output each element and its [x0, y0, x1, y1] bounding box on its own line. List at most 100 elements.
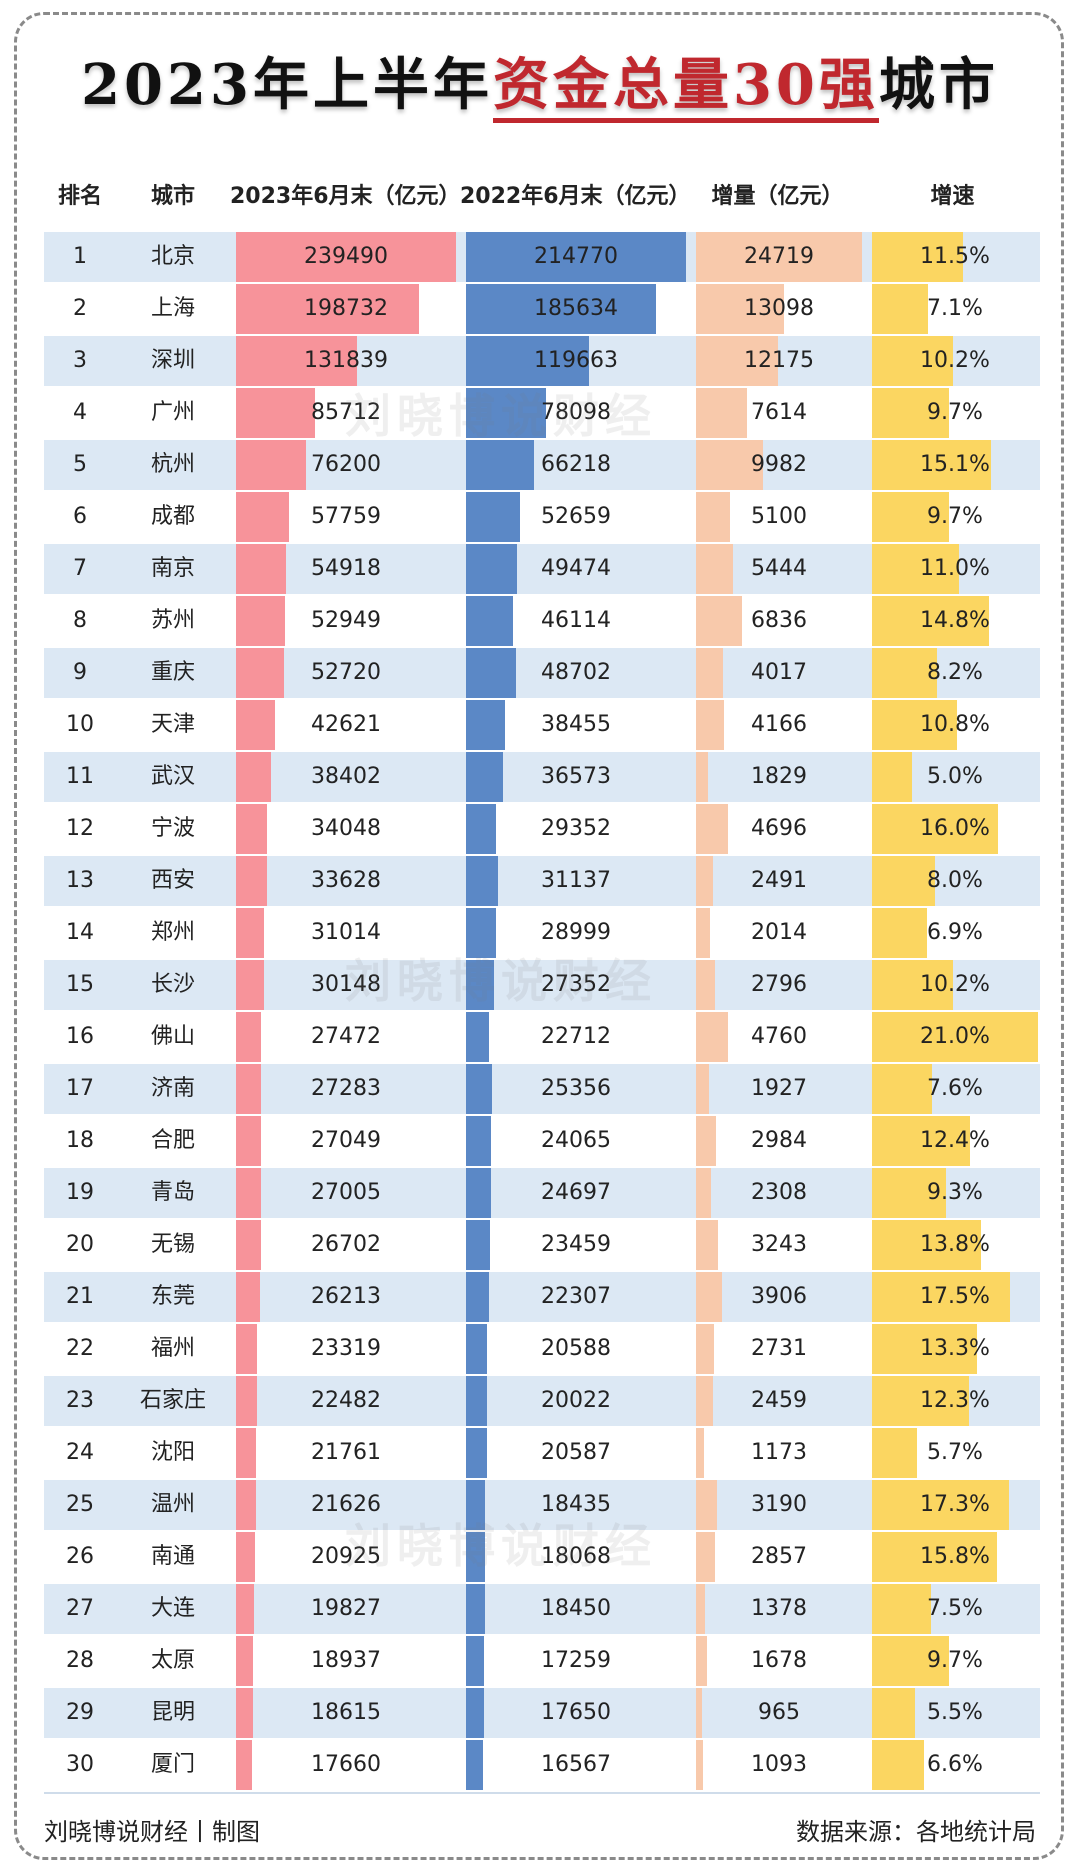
cell-growth: 15.1%: [920, 452, 990, 477]
cell-growth: 15.8%: [920, 1544, 990, 1569]
cell-city: 宁波: [150, 816, 195, 841]
bar-increase: [696, 336, 778, 386]
table-row: 27 大连 19827 18450 1378 7.5%: [0, 1584, 1080, 1634]
bar-2022: [466, 1636, 484, 1686]
bar-increase: [696, 1584, 705, 1634]
cell-rank: 13: [66, 868, 94, 893]
bar-2022: [466, 596, 513, 646]
cell-rank: 18: [66, 1128, 94, 1153]
cell-city: 西安: [150, 868, 195, 893]
cell-2023: 57759: [311, 504, 381, 529]
cell-increase: 4166: [751, 712, 807, 737]
table-row: 1 北京 239490 214770 24719 11.5%: [0, 232, 1080, 282]
bar-2022: [466, 1168, 491, 1218]
cell-2023: 239490: [304, 244, 388, 269]
bar-2023: [236, 648, 284, 698]
cell-2022: 20022: [541, 1388, 611, 1413]
bar-growth: [872, 1428, 917, 1478]
bar-increase: [696, 648, 723, 698]
cell-increase: 12175: [744, 348, 814, 373]
cell-growth: 9.7%: [927, 504, 983, 529]
cell-growth: 12.3%: [920, 1388, 990, 1413]
cell-city: 济南: [150, 1076, 195, 1101]
cell-city: 合肥: [150, 1128, 195, 1153]
cell-2022: 46114: [541, 608, 611, 633]
bar-2022: [466, 492, 520, 542]
cell-city: 大连: [150, 1596, 195, 1621]
bar-increase: [696, 440, 763, 490]
cell-city: 南京: [150, 556, 195, 581]
cell-rank: 11: [66, 764, 94, 789]
table-row: 16 佛山 27472 22712 4760 21.0%: [0, 1012, 1080, 1062]
bar-growth: [872, 388, 949, 438]
cell-city: 石家庄: [139, 1388, 206, 1413]
bar-growth: [872, 492, 949, 542]
table-row: 26 南通 20925 18068 2857 15.8%: [0, 1532, 1080, 1582]
cell-growth: 7.1%: [927, 296, 983, 321]
table-row: 19 青岛 27005 24697 2308 9.3%: [0, 1168, 1080, 1218]
cell-2022: 66218: [541, 452, 611, 477]
bar-increase: [696, 1168, 711, 1218]
cell-growth: 9.7%: [927, 400, 983, 425]
cell-growth: 10.2%: [920, 348, 990, 373]
table-row: 12 宁波 34048 29352 4696 16.0%: [0, 804, 1080, 854]
bar-2022: [466, 1584, 485, 1634]
cell-city: 广州: [150, 400, 195, 425]
bar-growth: [872, 1272, 1010, 1322]
bar-growth: [872, 440, 991, 490]
cell-rank: 26: [66, 1544, 94, 1569]
bar-increase: [696, 1532, 715, 1582]
cell-increase: 2731: [751, 1336, 807, 1361]
cell-growth: 8.0%: [927, 868, 983, 893]
footer-source: 数据来源：各地统计局: [796, 1818, 1036, 1846]
bar-2022: [466, 1324, 487, 1374]
title-prefix: 2023年上半年: [81, 52, 493, 118]
cell-growth: 11.0%: [920, 556, 990, 581]
table-row: 23 石家庄 22482 20022 2459 12.3%: [0, 1376, 1080, 1426]
cell-2023: 19827: [311, 1596, 381, 1621]
cell-increase: 1093: [751, 1752, 807, 1777]
cell-2022: 36573: [541, 764, 611, 789]
cell-2022: 29352: [541, 816, 611, 841]
table-row: 22 福州 23319 20588 2731 13.3%: [0, 1324, 1080, 1374]
cell-2022: 185634: [534, 296, 618, 321]
cell-rank: 28: [66, 1648, 94, 1673]
cell-city: 太原: [150, 1648, 195, 1673]
cell-2023: 131839: [304, 348, 388, 373]
cell-2022: 52659: [541, 504, 611, 529]
bar-2022: [466, 1532, 485, 1582]
cell-growth: 17.3%: [920, 1492, 990, 1517]
cell-2023: 54918: [311, 556, 381, 581]
bar-2022: [466, 1688, 484, 1738]
cell-growth: 8.2%: [927, 660, 983, 685]
cell-2023: 26702: [311, 1232, 381, 1257]
bar-increase: [696, 492, 730, 542]
dashed-frame: [14, 12, 1064, 1860]
bar-2023: [236, 1168, 261, 1218]
table-row: 11 武汉 38402 36573 1829 5.0%: [0, 752, 1080, 802]
cell-city: 上海: [150, 296, 195, 321]
bar-2023: [236, 544, 286, 594]
cell-increase: 2491: [751, 868, 807, 893]
title-highlight: 资金总量30强: [492, 52, 879, 123]
cell-2022: 119663: [534, 348, 618, 373]
cell-rank: 19: [66, 1180, 94, 1205]
bar-increase: [696, 1480, 717, 1530]
bar-growth: [872, 804, 998, 854]
cell-increase: 4696: [751, 816, 807, 841]
cell-city: 成都: [150, 504, 195, 529]
cell-city: 长沙: [150, 972, 195, 997]
bar-2023: [236, 1480, 256, 1530]
bar-2023: [236, 1064, 261, 1114]
cell-increase: 2796: [751, 972, 807, 997]
table-row: 9 重庆 52720 48702 4017 8.2%: [0, 648, 1080, 698]
bar-growth: [872, 1168, 946, 1218]
bar-2022: [466, 336, 589, 386]
bar-increase: [696, 232, 862, 282]
bar-increase: [696, 1116, 716, 1166]
bar-growth: [872, 284, 928, 334]
cell-city: 南通: [150, 1544, 195, 1569]
header-2022: 2022年6月末（亿元）: [460, 184, 691, 209]
bar-2022: [466, 440, 534, 490]
bar-2022: [466, 804, 496, 854]
